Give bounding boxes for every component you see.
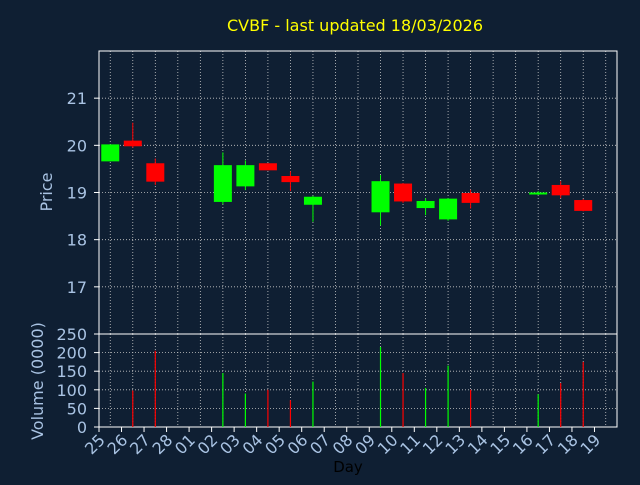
candle-body-down (258, 163, 277, 171)
candle-body-up (529, 192, 548, 195)
candle-body-down (394, 183, 413, 202)
candle-body-down (551, 184, 570, 196)
volume-y-tick-label: 100 (56, 381, 87, 400)
volume-y-tick-label: 150 (56, 362, 87, 381)
price-y-tick-label: 21 (67, 89, 87, 108)
candle-body-up (101, 144, 120, 162)
candle-body-down (123, 140, 142, 147)
candle-body-down (461, 192, 480, 203)
candle-body-up (213, 165, 232, 202)
volume-panel-frame (98, 333, 618, 428)
volume-y-tick-label: 50 (67, 399, 87, 418)
candle-body-up (416, 200, 435, 209)
price-panel: 17 18 19 20 21 (67, 50, 618, 335)
candle-body-up (371, 181, 390, 213)
candle-body-up (236, 165, 255, 187)
chart-title: CVBF - last updated 18/03/2026 (227, 16, 483, 35)
price-y-tick-label: 17 (67, 278, 87, 297)
x-tick-label: 19 (576, 430, 604, 458)
price-y-tick-label: 18 (67, 231, 87, 250)
candle-body-down (146, 163, 165, 182)
candle-body-up (303, 196, 322, 205)
candle-body-down (574, 200, 593, 211)
price-y-tick-label: 19 (67, 184, 87, 203)
candle-body-up (439, 198, 458, 220)
x-axis: 2526272801020304050607080910111213141516… (81, 427, 604, 458)
price-axis-label: Price (37, 172, 56, 211)
volume-axis-label: Volume (0000) (28, 322, 47, 440)
price-y-tick-label: 20 (67, 136, 87, 155)
candle-body-down (281, 175, 300, 183)
volume-y-tick-label: 0 (77, 418, 87, 437)
volume-y-tick-label: 200 (56, 344, 87, 363)
x-axis-label: Day (333, 458, 363, 476)
volume-y-tick-label: 250 (56, 325, 87, 344)
